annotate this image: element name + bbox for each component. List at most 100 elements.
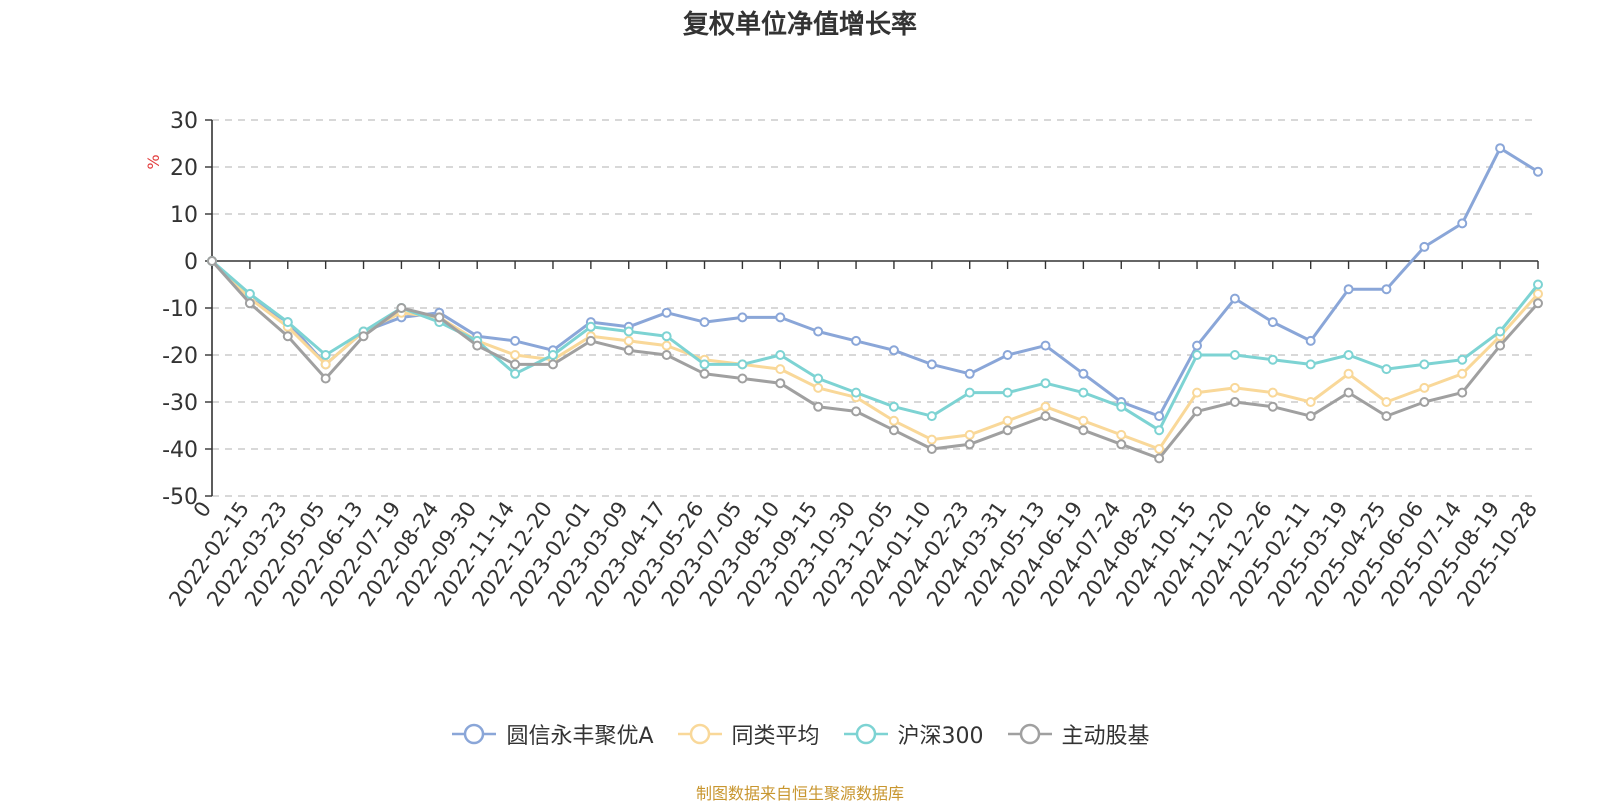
data-point — [775, 350, 786, 360]
data-point — [244, 298, 255, 309]
legend-item[interactable]: 沪深300 — [842, 718, 984, 750]
data-point — [1116, 439, 1127, 450]
legend-swatch-icon — [843, 723, 888, 745]
data-point — [1381, 284, 1392, 295]
data-point — [510, 350, 521, 360]
data-point — [434, 312, 445, 323]
data-point — [623, 326, 634, 337]
data-point — [926, 411, 937, 422]
data-point — [1343, 350, 1354, 360]
legend-label: 圆信永丰聚优A — [506, 724, 654, 749]
data-point — [661, 307, 672, 318]
data-point — [1267, 317, 1278, 328]
data-point — [661, 331, 672, 342]
data-point — [623, 335, 634, 346]
x-tick-label: 0 — [189, 497, 216, 522]
data-point — [1040, 340, 1051, 351]
data-point — [964, 368, 975, 379]
axis-layer — [205, 119, 1539, 497]
y-tick-label: 20 — [170, 156, 198, 181]
data-point — [813, 382, 824, 393]
legend-swatch-circle — [464, 723, 485, 745]
data-point — [1154, 411, 1165, 422]
data-point — [1457, 387, 1468, 398]
data-point — [1040, 411, 1051, 422]
series-layer — [207, 143, 1543, 464]
data-point — [851, 387, 862, 398]
data-point — [1267, 401, 1278, 412]
label-layer: 3020100-10-20-30-40-50%02022-02-152022-0… — [144, 109, 1542, 611]
data-point — [1116, 401, 1127, 412]
data-point — [1002, 387, 1013, 398]
y-tick-label: -50 — [162, 485, 198, 510]
data-point — [851, 406, 862, 417]
data-point — [1457, 354, 1468, 365]
data-point — [737, 312, 748, 323]
data-point — [1154, 444, 1165, 454]
data-point — [775, 364, 786, 375]
legend-label: 主动股基 — [1061, 724, 1150, 749]
data-point — [1154, 425, 1165, 436]
data-point — [737, 373, 748, 384]
data-point — [1343, 368, 1354, 379]
data-point — [1267, 387, 1278, 398]
grid-layer — [212, 119, 1538, 497]
data-point — [510, 359, 521, 370]
data-point — [775, 312, 786, 323]
data-point — [1040, 401, 1051, 412]
data-point — [888, 425, 899, 436]
data-point — [1495, 326, 1506, 337]
data-point — [1495, 143, 1506, 154]
data-point — [1192, 406, 1203, 417]
data-point — [813, 401, 824, 412]
data-point — [699, 317, 710, 328]
legend: 圆信永丰聚优A 同类平均 沪深300 主动股基 — [0, 718, 1600, 750]
data-point — [926, 434, 937, 445]
data-point — [1267, 354, 1278, 365]
data-point — [1305, 397, 1316, 407]
data-point — [1078, 425, 1089, 436]
data-point — [585, 335, 596, 346]
data-point — [1078, 415, 1089, 426]
data-point — [1002, 415, 1013, 426]
data-point — [699, 359, 710, 370]
data-point — [813, 326, 824, 337]
legend-label: 沪深300 — [897, 724, 984, 749]
data-point — [964, 387, 975, 398]
legend-item[interactable]: 同类平均 — [676, 718, 820, 750]
data-point — [547, 350, 558, 360]
data-point — [510, 335, 521, 346]
data-point — [623, 345, 634, 356]
legend-swatch-circle — [689, 723, 710, 745]
data-point — [320, 350, 331, 360]
legend-swatch-circle — [855, 723, 876, 745]
data-point — [1305, 335, 1316, 346]
data-point — [1078, 368, 1089, 379]
legend-item[interactable]: 圆信永丰聚优A — [450, 718, 654, 750]
data-point — [1078, 387, 1089, 398]
data-point — [282, 331, 293, 342]
legend-item[interactable]: 主动股基 — [1006, 718, 1150, 750]
data-point — [1343, 284, 1354, 295]
data-point — [1116, 429, 1127, 440]
data-point — [775, 378, 786, 389]
data-point — [1229, 397, 1240, 407]
series-line-4 — [210, 259, 1540, 460]
data-point — [547, 359, 558, 370]
y-axis-unit-label: % — [144, 154, 163, 169]
data-point — [1381, 397, 1392, 407]
data-point — [1419, 241, 1430, 252]
data-point — [396, 303, 407, 313]
legend-swatch-icon — [1007, 723, 1052, 745]
data-point — [1002, 350, 1013, 360]
data-point — [1533, 166, 1543, 177]
y-tick-label: 10 — [170, 203, 198, 228]
data-point — [851, 335, 862, 346]
data-point — [1192, 387, 1203, 398]
data-point — [926, 444, 937, 454]
data-point — [207, 256, 217, 266]
data-point — [888, 401, 899, 412]
data-point — [1229, 293, 1240, 304]
data-point — [888, 345, 899, 356]
